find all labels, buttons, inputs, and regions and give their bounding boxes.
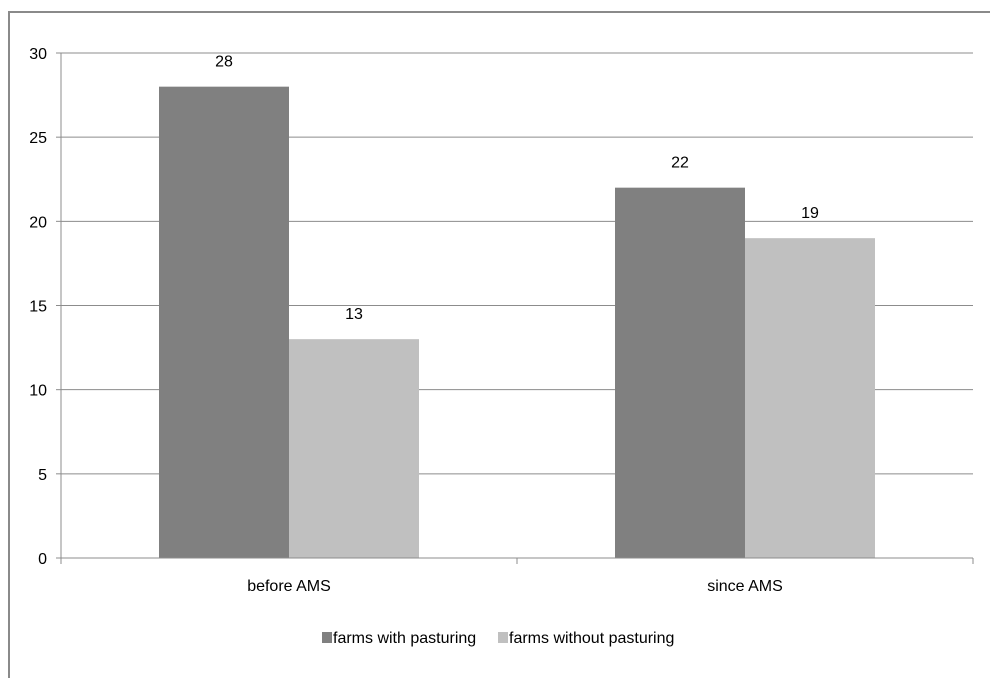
x-tick-label: since AMS — [707, 578, 783, 595]
bar — [615, 187, 745, 558]
legend-label: farms without pasturing — [509, 630, 674, 647]
y-tick-label: 0 — [38, 551, 47, 568]
y-tick-label: 5 — [38, 467, 47, 484]
legend-label: farms with pasturing — [333, 630, 476, 647]
bar — [289, 339, 419, 558]
data-label: 28 — [215, 54, 233, 71]
data-label: 13 — [345, 306, 363, 323]
bar — [745, 238, 875, 558]
legend-swatch — [322, 632, 332, 643]
bars — [159, 86, 875, 559]
data-label: 19 — [801, 205, 819, 222]
y-tick-label: 30 — [29, 46, 47, 63]
legend: farms with pasturing farms without pastur… — [322, 630, 674, 647]
y-tick-label: 25 — [29, 130, 47, 147]
data-label: 22 — [671, 155, 689, 172]
y-tick-label: 20 — [29, 214, 47, 231]
x-tick-label: before AMS — [247, 578, 331, 595]
y-tick-label: 10 — [29, 383, 47, 400]
x-tick-labels: before AMS since AMS — [247, 578, 783, 595]
legend-swatch — [498, 632, 508, 643]
bar — [159, 86, 289, 559]
y-tick-label: 15 — [29, 299, 47, 316]
data-labels: 28 13 22 19 — [215, 54, 819, 323]
y-tick-labels: 0 5 10 15 20 25 30 — [29, 46, 47, 568]
axes — [56, 52, 974, 564]
